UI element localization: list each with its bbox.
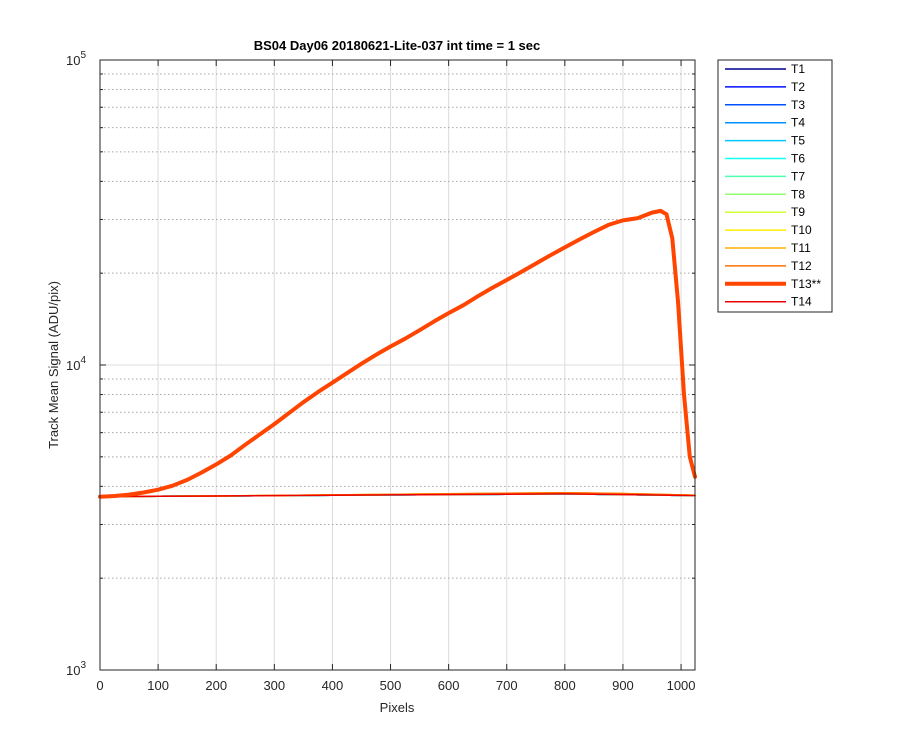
x-tick-label: 700: [496, 678, 518, 693]
chart-title: BS04 Day06 20180621-Lite-037 int time = …: [254, 38, 541, 53]
legend-label: T10: [791, 223, 812, 237]
y-tick-exponent: 3: [80, 660, 86, 671]
y-tick-label: 104: [66, 355, 86, 373]
legend-label: T2: [791, 80, 805, 94]
y-tick-base: 10: [66, 663, 80, 678]
x-tick-label: 200: [205, 678, 227, 693]
y-axis-label: Track Mean Signal (ADU/pix): [46, 281, 61, 449]
legend-label: T11: [791, 241, 811, 255]
legend-label: T3: [791, 98, 805, 112]
series-line-T13: [98, 208, 697, 499]
legend-label: T4: [791, 116, 805, 130]
y-tick-label: 105: [66, 50, 86, 68]
y-tick-exponent: 4: [80, 355, 86, 366]
series-line-T14: [99, 493, 696, 498]
y-tick-exponent: 5: [80, 50, 86, 61]
legend-label: T9: [791, 205, 805, 219]
legend-label: T8: [791, 187, 805, 201]
legend-label: T12: [791, 259, 812, 273]
legend-label: T13**: [791, 277, 821, 291]
x-axis-label: Pixels: [380, 700, 415, 715]
legend-label: T6: [791, 152, 805, 166]
series-layer: [98, 208, 697, 499]
x-tick-label: 600: [438, 678, 460, 693]
legend-label: T7: [791, 169, 805, 183]
x-tick-label: 300: [263, 678, 285, 693]
y-tick-label: 103: [66, 660, 86, 678]
legend-label: T14: [791, 295, 812, 309]
legend-box: [717, 59, 833, 313]
ticks: 0 100 200 300 400 500 600 700 800 900 100010310410…: [66, 50, 696, 693]
legend-label: T1: [791, 62, 805, 76]
x-tick-label: 400: [322, 678, 344, 693]
y-tick-base: 10: [66, 358, 80, 373]
x-tick-label: 0: [96, 678, 103, 693]
legend-label: T5: [791, 134, 805, 148]
legend: T1 T2 T3 T4 T5 T6 T7 T8 T9 T10 T11 T12 T13** T14: [717, 59, 833, 313]
y-tick-base: 10: [66, 53, 80, 68]
x-tick-label: 1000: [667, 678, 696, 693]
x-tick-label: 800: [554, 678, 576, 693]
x-tick-label: 100: [147, 678, 169, 693]
x-tick-label: 900: [612, 678, 634, 693]
x-tick-label: 500: [380, 678, 402, 693]
